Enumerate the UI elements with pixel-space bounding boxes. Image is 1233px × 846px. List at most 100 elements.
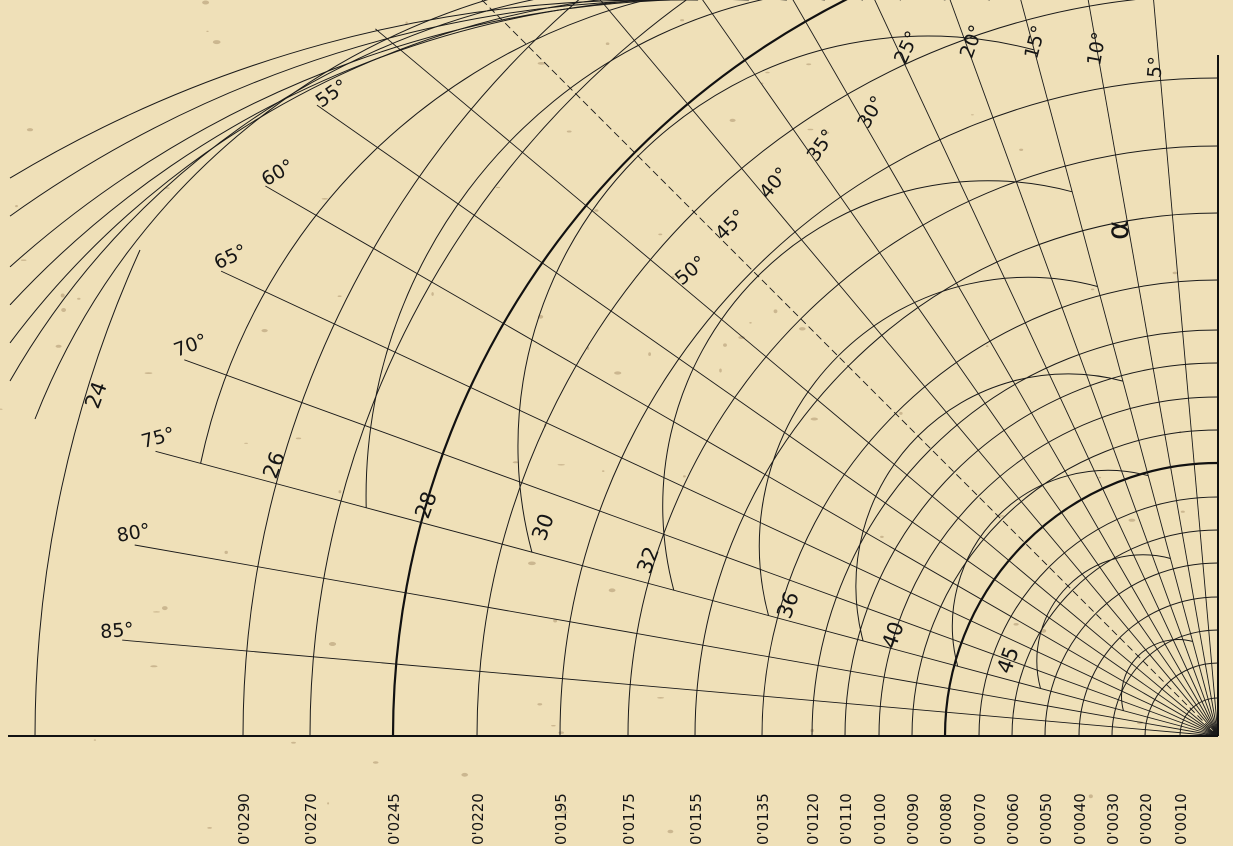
radius-tick-label: 0'0100 <box>871 793 889 845</box>
paper-fleck <box>1040 629 1047 633</box>
angle-tick-label: 5° <box>1144 56 1168 79</box>
paper-fleck <box>605 42 610 45</box>
paper-fleck <box>1088 794 1093 799</box>
radius-tick-label: 0'0090 <box>904 793 922 845</box>
paper-fleck <box>372 761 379 764</box>
paper-fleck <box>799 327 806 331</box>
paper-fleck <box>152 611 161 613</box>
radius-circle <box>391 0 848 737</box>
paper-fleck <box>587 346 589 350</box>
radius-tick-label: 0'0020 <box>1137 793 1155 845</box>
paper-fleck <box>15 205 18 208</box>
paper-fleck <box>738 336 745 339</box>
paper-fleck <box>551 725 556 727</box>
family-arc <box>9 0 699 217</box>
paper-fleck <box>1090 288 1095 291</box>
angle-ray <box>949 0 1219 737</box>
family-arc <box>9 0 661 179</box>
paper-fleck <box>26 128 34 132</box>
paper-fleck <box>338 490 342 494</box>
paper-fleck <box>560 811 568 814</box>
paper-fleck <box>683 475 686 478</box>
radius-tick-label: 0'0195 <box>552 793 570 845</box>
radius-tick-label: 0'0155 <box>687 793 705 845</box>
family-arc <box>9 0 787 306</box>
paper-fleck <box>557 464 565 466</box>
radius-tick-label: 0'0040 <box>1071 793 1089 845</box>
paper-fleck <box>202 0 210 5</box>
radius-scale: 0'0010 0'0020 0'0030 0'0040 0'0050 0'0060 0'00… <box>235 793 1190 845</box>
paper-fleck <box>773 309 778 314</box>
family-arc <box>9 0 863 382</box>
paper-fleck <box>55 344 62 348</box>
angle-ray <box>702 0 1219 737</box>
paper-fleck <box>765 71 770 74</box>
radius-circle <box>844 362 1219 737</box>
radius-tick-label: 0'0050 <box>1037 793 1055 845</box>
angle-ray <box>792 0 1219 737</box>
paper-fleck <box>614 371 622 375</box>
angle-ray <box>220 270 1219 737</box>
paper-fleck <box>601 470 605 472</box>
curve-family <box>9 0 1193 711</box>
angle-ray <box>265 185 1219 737</box>
paper-fleck <box>291 741 296 744</box>
angle-ray <box>599 0 1219 737</box>
paper-fleck <box>566 130 572 133</box>
paper-fleck <box>823 131 830 134</box>
angle-rays <box>122 0 1219 737</box>
paper-fleck <box>658 233 663 236</box>
paper-fleck <box>337 295 342 298</box>
paper-fleck <box>144 372 153 374</box>
family-arc <box>1121 639 1193 711</box>
paper-fleck <box>594 209 599 212</box>
radius-tick-label: 0'0135 <box>754 793 772 845</box>
radius-tick-label: 0'0175 <box>620 793 638 845</box>
angle-tick-label: 85° <box>99 618 134 643</box>
paper-fleck <box>1180 510 1185 513</box>
paper-fleck <box>261 329 268 333</box>
paper-fleck <box>648 352 651 356</box>
paper-fleck <box>899 411 903 415</box>
family-arc <box>200 0 946 464</box>
paper-fleck <box>207 827 212 829</box>
angle-ray <box>122 639 1219 737</box>
paper-fleck <box>93 739 97 741</box>
paper-fleck <box>608 588 616 593</box>
paper-fleck <box>321 198 328 200</box>
paper-fleck <box>729 118 736 122</box>
paper-fleck <box>212 40 221 45</box>
paper-fleck <box>150 665 158 668</box>
family-arc <box>1036 554 1171 689</box>
paper-fleck <box>657 697 665 699</box>
family-arc <box>758 276 1098 616</box>
angle-ray <box>375 28 1219 737</box>
family-arc <box>517 35 1035 553</box>
paper-fleck <box>228 254 231 257</box>
radius-circle <box>811 329 1219 737</box>
paper-fleck <box>558 731 564 734</box>
paper-fleck <box>77 297 81 300</box>
angle-ray <box>874 0 1219 737</box>
paper-fleck <box>806 63 812 66</box>
radius-tick-label: 0'0120 <box>804 793 822 845</box>
paper-fleck <box>461 772 469 777</box>
outer-arc <box>34 249 141 737</box>
radius-tick-label: 0'0245 <box>385 793 403 845</box>
paper-fleck <box>667 829 674 834</box>
paper-fleck <box>328 642 337 646</box>
angle-ray <box>1087 0 1219 737</box>
radius-circle <box>943 461 1219 737</box>
radius-tick-label: 0'0290 <box>235 793 253 845</box>
paper-fleck <box>1128 518 1136 522</box>
family-arc <box>662 180 1073 591</box>
radius-tick-label: 0'0010 <box>1172 793 1190 845</box>
angle-ray <box>155 450 1219 737</box>
family-arc <box>951 469 1149 667</box>
paper-fleck <box>807 128 814 131</box>
paper-fleck <box>431 292 434 296</box>
paper-fleck <box>61 308 66 312</box>
paper-fleck <box>985 345 989 348</box>
